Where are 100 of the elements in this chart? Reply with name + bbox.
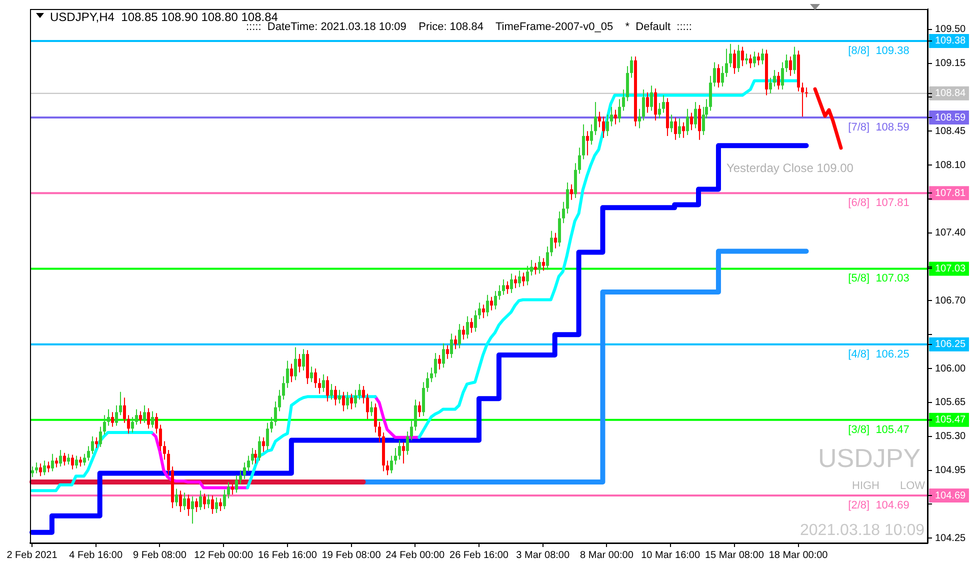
- annotation: LOW: [900, 480, 926, 492]
- y-tick-label: 107.40: [935, 228, 966, 239]
- candlestick: [622, 88, 625, 112]
- x-tick-label: 15 Mar 08:00: [704, 550, 764, 561]
- candlestick: [99, 426, 102, 448]
- candlestick: [362, 386, 365, 404]
- candlestick: [745, 53, 748, 65]
- y-tick-label: 106.70: [935, 295, 966, 306]
- candlestick: [458, 323, 461, 349]
- candlestick: [175, 488, 178, 507]
- annotation: HIGH: [852, 480, 880, 492]
- candlestick: [286, 360, 289, 388]
- candlestick: [805, 87, 808, 98]
- candlestick: [646, 92, 649, 114]
- candlestick: [251, 448, 254, 465]
- y-tick-label: 104.25: [935, 532, 966, 544]
- candlestick: [111, 412, 114, 428]
- candlestick: [119, 391, 122, 416]
- candlestick: [159, 424, 162, 452]
- candlestick: [777, 71, 780, 90]
- candlestick: [330, 384, 333, 400]
- candlestick: [418, 401, 421, 418]
- candlestick: [398, 440, 401, 460]
- candlestick: [793, 46, 796, 74]
- candlestick: [262, 436, 265, 452]
- candlestick: [610, 106, 613, 127]
- candlestick: [179, 490, 182, 512]
- ref-line-label: [3/8] 105.47: [848, 424, 910, 436]
- candlestick: [258, 436, 261, 462]
- candlestick: [334, 386, 337, 406]
- candlestick: [139, 410, 142, 424]
- candlestick: [773, 70, 776, 88]
- candlestick: [187, 494, 190, 516]
- candlestick: [67, 453, 70, 465]
- candlestick: [462, 325, 465, 340]
- candlestick: [721, 66, 724, 88]
- candlestick: [302, 348, 305, 371]
- candlestick: [510, 273, 513, 294]
- candlestick: [370, 401, 373, 417]
- candlestick: [103, 414, 106, 435]
- candlestick: [203, 493, 206, 510]
- candlestick: [482, 304, 485, 319]
- candlestick: [318, 378, 321, 394]
- candlestick: [602, 116, 605, 138]
- candlestick: [358, 384, 361, 400]
- candlestick: [686, 108, 689, 136]
- candlestick: [195, 498, 198, 512]
- candlestick: [235, 474, 238, 494]
- candlestick: [570, 184, 573, 200]
- x-tick-label: 19 Feb 08:00: [322, 550, 382, 561]
- annotation: Yesterday Close 109.00: [726, 161, 854, 175]
- candlestick: [438, 354, 441, 370]
- candlestick: [322, 374, 325, 392]
- candlestick: [737, 44, 740, 72]
- candlestick: [215, 496, 218, 514]
- x-tick-label: 3 Mar 08:00: [516, 550, 570, 561]
- candlestick: [486, 294, 489, 317]
- candlestick: [51, 453, 54, 472]
- y-tick-label: 108.45: [935, 126, 966, 137]
- candlestick: [83, 453, 86, 466]
- x-tick-label: 10 Mar 16:00: [641, 550, 700, 561]
- candlestick: [211, 495, 214, 514]
- candlestick: [801, 82, 804, 118]
- x-tick-label: 12 Feb 00:00: [194, 550, 254, 561]
- candlestick: [725, 48, 728, 78]
- y-tick-label: 107.03: [935, 263, 966, 274]
- candlestick: [446, 344, 449, 360]
- candlestick: [402, 442, 405, 464]
- candlestick: [654, 88, 657, 121]
- ref-line-label: [5/8] 107.03: [848, 272, 910, 285]
- ref-line-label: [2/8] 104.69: [848, 500, 910, 512]
- ref-line-label: [7/8] 108.59: [848, 122, 910, 134]
- y-tick-label: 108.59: [935, 112, 966, 124]
- candlestick: [163, 440, 166, 460]
- candlestick: [785, 54, 788, 72]
- candlestick: [769, 77, 772, 94]
- candlestick: [498, 284, 501, 300]
- candlestick: [598, 111, 601, 128]
- y-tick-label: 109.50: [935, 24, 966, 36]
- candlestick: [749, 54, 752, 69]
- candlestick: [55, 457, 58, 468]
- candlestick: [698, 104, 701, 140]
- y-tick-label: 105.30: [935, 431, 966, 442]
- candlestick: [87, 446, 90, 462]
- y-tick-label: 106.00: [935, 363, 966, 374]
- candlestick: [183, 492, 186, 511]
- candlestick: [618, 98, 621, 123]
- candlestick: [278, 389, 281, 412]
- candlestick: [39, 463, 42, 477]
- candlestick: [757, 52, 760, 66]
- y-tick-label: 108.10: [935, 160, 966, 171]
- y-tick-label: 109.38: [935, 36, 966, 47]
- y-tick-label: 107.81: [935, 188, 966, 199]
- x-tick-label: 2 Feb 2021: [6, 550, 58, 561]
- x-tick-label: 18 Mar 00:00: [768, 550, 828, 561]
- candlestick: [386, 460, 389, 476]
- candlestick: [274, 401, 277, 426]
- candlestick: [682, 122, 685, 138]
- candlestick: [95, 436, 98, 449]
- x-tick-label: 16 Feb 16:00: [258, 550, 318, 561]
